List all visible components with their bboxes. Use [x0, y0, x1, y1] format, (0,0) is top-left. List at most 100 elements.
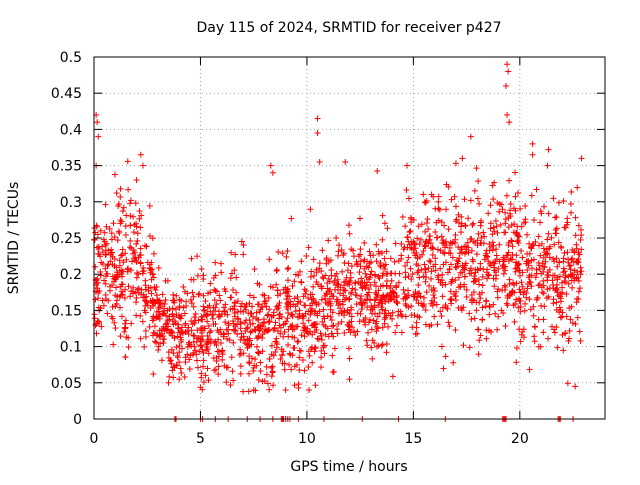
data-point: [506, 292, 513, 299]
data-point: [385, 323, 392, 330]
data-point: [528, 192, 535, 199]
data-point: [133, 299, 140, 306]
data-point: [185, 324, 192, 331]
data-point: [368, 259, 375, 266]
data-point: [291, 344, 298, 351]
data-point: [529, 140, 536, 147]
data-point: [407, 244, 414, 251]
data-point: [362, 300, 369, 307]
data-point: [519, 283, 526, 290]
data-point: [467, 236, 474, 243]
data-point: [398, 329, 405, 336]
data-point: [432, 255, 439, 262]
data-point: [516, 298, 523, 305]
data-point: [169, 305, 176, 312]
data-point: [102, 291, 109, 298]
data-point: [540, 277, 547, 284]
data-point: [244, 344, 251, 351]
data-point: [190, 303, 197, 310]
data-point: [357, 280, 364, 287]
data-point: [226, 337, 233, 344]
data-point: [354, 260, 361, 267]
data-point: [401, 290, 408, 297]
data-point: [237, 363, 244, 370]
data-point: [561, 268, 568, 275]
data-point: [250, 367, 257, 374]
data-point: [250, 387, 257, 394]
data-point: [514, 238, 521, 245]
data-point: [341, 308, 348, 315]
data-point: [441, 244, 448, 251]
data-point: [151, 323, 158, 330]
data-point: [406, 229, 413, 236]
data-point: [209, 311, 216, 318]
data-point: [217, 313, 224, 320]
data-point: [374, 168, 381, 175]
data-point: [440, 240, 447, 247]
data-point: [519, 269, 526, 276]
data-point: [494, 294, 501, 301]
data-point: [240, 308, 247, 315]
data-point: [305, 295, 312, 302]
data-point: [199, 336, 206, 343]
data-point: [340, 292, 347, 299]
data-point: [540, 329, 547, 336]
data-point: [123, 212, 130, 219]
data-point: [428, 287, 435, 294]
data-point: [402, 300, 409, 307]
data-point: [379, 306, 386, 313]
data-point: [544, 286, 551, 293]
data-point: [133, 223, 140, 230]
data-point: [537, 252, 544, 259]
data-point: [278, 313, 285, 320]
data-point: [198, 265, 205, 272]
data-point: [284, 248, 291, 255]
data-point: [545, 210, 552, 217]
data-point: [556, 273, 563, 280]
data-point: [149, 317, 156, 324]
data-point: [222, 319, 229, 326]
data-point: [109, 282, 116, 289]
data-point: [281, 328, 288, 335]
data-point: [295, 272, 302, 279]
data-point: [449, 276, 456, 283]
data-point: [350, 328, 357, 335]
data-point: [495, 265, 502, 272]
data-point: [395, 308, 402, 315]
data-point: [200, 303, 207, 310]
data-point: [405, 195, 412, 202]
data-point: [199, 346, 206, 353]
data-point: [149, 235, 156, 242]
data-point: [305, 330, 312, 337]
data-point: [198, 316, 205, 323]
data-point: [426, 323, 433, 330]
data-point: [519, 328, 526, 335]
data-point: [244, 324, 251, 331]
data-point: [289, 282, 296, 289]
data-point: [400, 246, 407, 253]
data-point: [262, 326, 269, 333]
data-point: [125, 265, 132, 272]
data-point: [330, 322, 337, 329]
data-point: [402, 295, 409, 302]
data-point: [493, 272, 500, 279]
data-point: [435, 193, 442, 200]
data-point: [467, 133, 474, 140]
data-point: [323, 256, 330, 263]
data-point: [125, 344, 132, 351]
data-point: [98, 323, 105, 330]
data-point: [560, 265, 567, 272]
data-point: [430, 193, 437, 200]
data-point: [447, 250, 454, 257]
data-point: [476, 291, 483, 298]
data-point: [247, 329, 254, 336]
data-point: [512, 193, 519, 200]
data-point: [455, 274, 462, 281]
data-point: [489, 239, 496, 246]
data-point: [542, 258, 549, 265]
data-point: [160, 340, 167, 347]
data-point: [481, 233, 488, 240]
data-point: [535, 233, 542, 240]
data-point: [132, 200, 139, 207]
y-tick-label: 0.05: [51, 376, 82, 392]
